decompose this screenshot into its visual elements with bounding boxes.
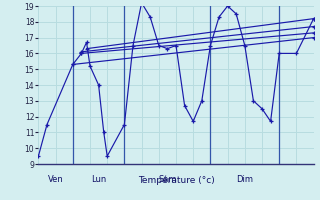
Text: Sam: Sam [158, 175, 177, 184]
Text: Ven: Ven [48, 175, 63, 184]
Text: Dim: Dim [236, 175, 253, 184]
Text: Lun: Lun [91, 175, 106, 184]
X-axis label: Température (°c): Température (°c) [138, 175, 214, 185]
